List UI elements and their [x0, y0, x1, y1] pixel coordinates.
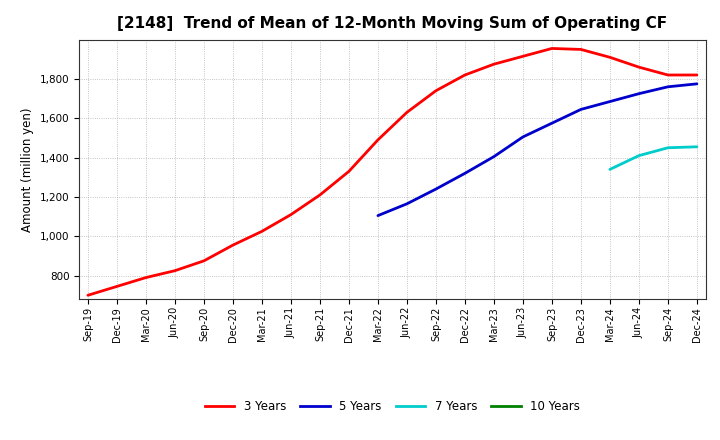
Title: [2148]  Trend of Mean of 12-Month Moving Sum of Operating CF: [2148] Trend of Mean of 12-Month Moving … [117, 16, 667, 32]
Y-axis label: Amount (million yen): Amount (million yen) [22, 107, 35, 231]
Legend: 3 Years, 5 Years, 7 Years, 10 Years: 3 Years, 5 Years, 7 Years, 10 Years [200, 396, 585, 418]
